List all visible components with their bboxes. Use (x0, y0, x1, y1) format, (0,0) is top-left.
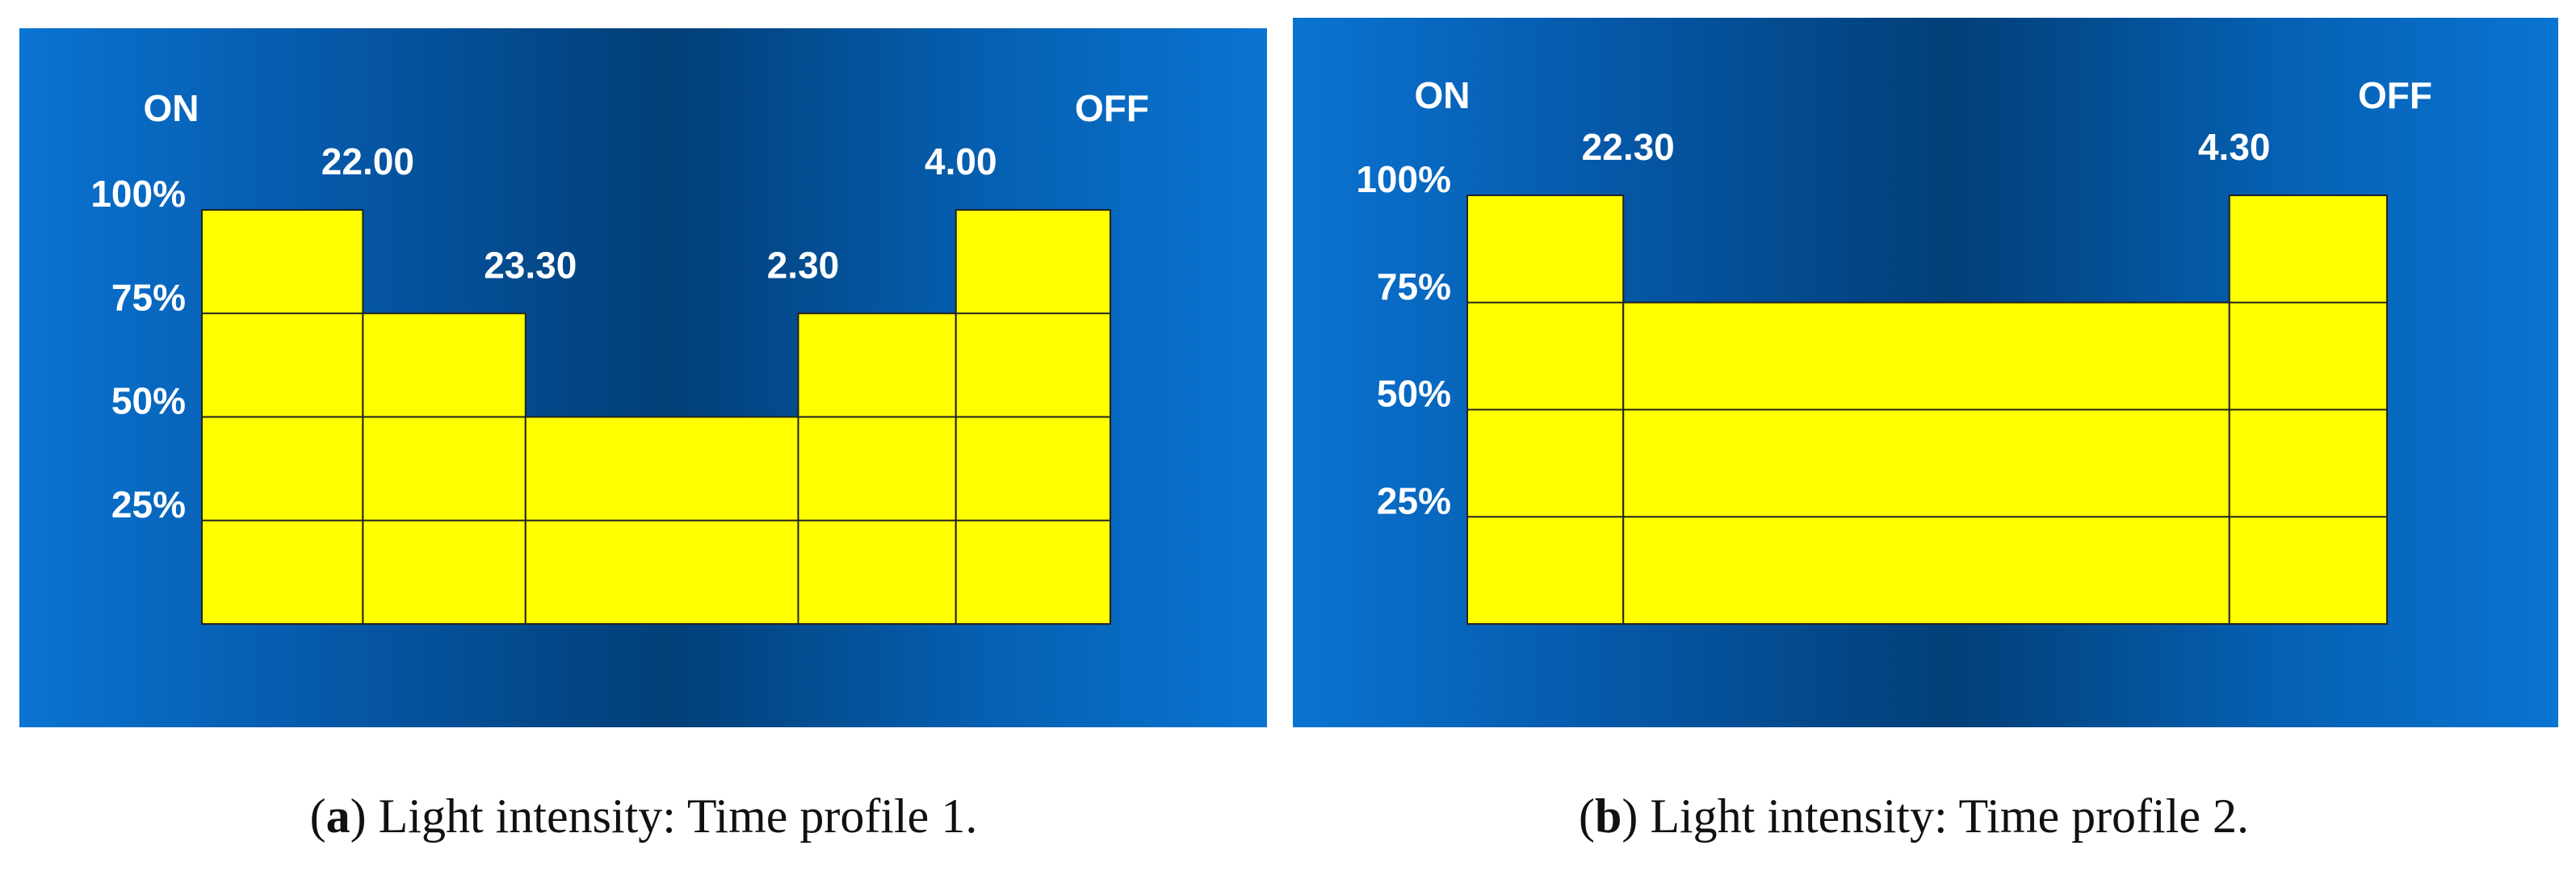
y-tick-label: 100% (90, 173, 186, 215)
y-tick-label: 25% (1377, 479, 1451, 521)
time-label: 22.00 (321, 140, 414, 182)
on-label: ON (144, 87, 199, 129)
caption-text: ) Light intensity: Time profile 2. (1622, 789, 2249, 843)
y-tick-label: 50% (1377, 373, 1451, 415)
caption: (a) Light intensity: Time profile 1. (310, 789, 978, 843)
bar (362, 312, 527, 625)
caption-open: ( (1579, 789, 1595, 843)
time-label: 23.30 (484, 244, 577, 286)
time-label: 4.00 (925, 140, 997, 182)
off-label: OFF (1075, 87, 1149, 129)
caption: (b) Light intensity: Time profile 2. (1579, 789, 2249, 843)
caption-tag: b (1595, 789, 1622, 843)
on-label: ON (1415, 74, 1471, 116)
caption-text: ) Light intensity: Time profile 1. (350, 789, 978, 843)
off-label: OFF (2358, 74, 2432, 116)
y-tick-label: 75% (1377, 266, 1451, 308)
caption-open: ( (310, 789, 326, 843)
bar (797, 312, 957, 625)
time-label: 2.30 (767, 244, 840, 286)
caption-tag: a (326, 789, 350, 843)
y-tick-label: 100% (1356, 158, 1451, 200)
time-label: 22.30 (1582, 126, 1675, 168)
time-label: 4.30 (2198, 126, 2271, 168)
bar (1622, 301, 2230, 625)
y-tick-label: 50% (111, 380, 186, 422)
y-tick-label: 25% (111, 484, 186, 525)
y-tick-label: 75% (111, 276, 186, 318)
